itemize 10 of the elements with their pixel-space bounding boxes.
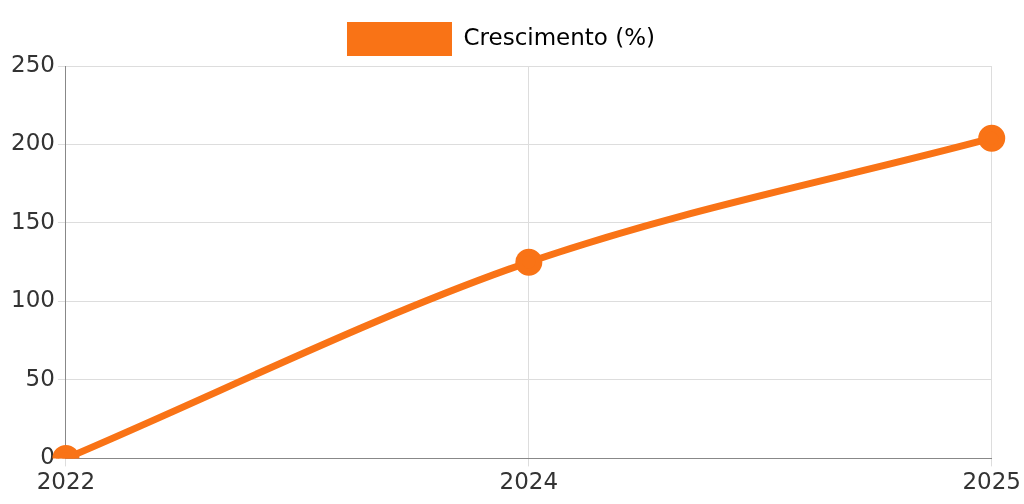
y-tick-label: 100 bbox=[10, 286, 55, 313]
y-tick-label: 150 bbox=[10, 207, 55, 234]
y-tick-label: 250 bbox=[10, 50, 55, 77]
y-tick-label: 200 bbox=[10, 129, 55, 156]
y-tick-label: 0 bbox=[40, 443, 55, 470]
x-tick-label: 2025 bbox=[962, 468, 1022, 495]
x-tick-label: 2022 bbox=[36, 468, 96, 495]
x-tick-label: 2024 bbox=[499, 468, 559, 495]
y-tick-label: 50 bbox=[25, 364, 55, 391]
legend-label: Crescimento (%) bbox=[463, 23, 656, 50]
